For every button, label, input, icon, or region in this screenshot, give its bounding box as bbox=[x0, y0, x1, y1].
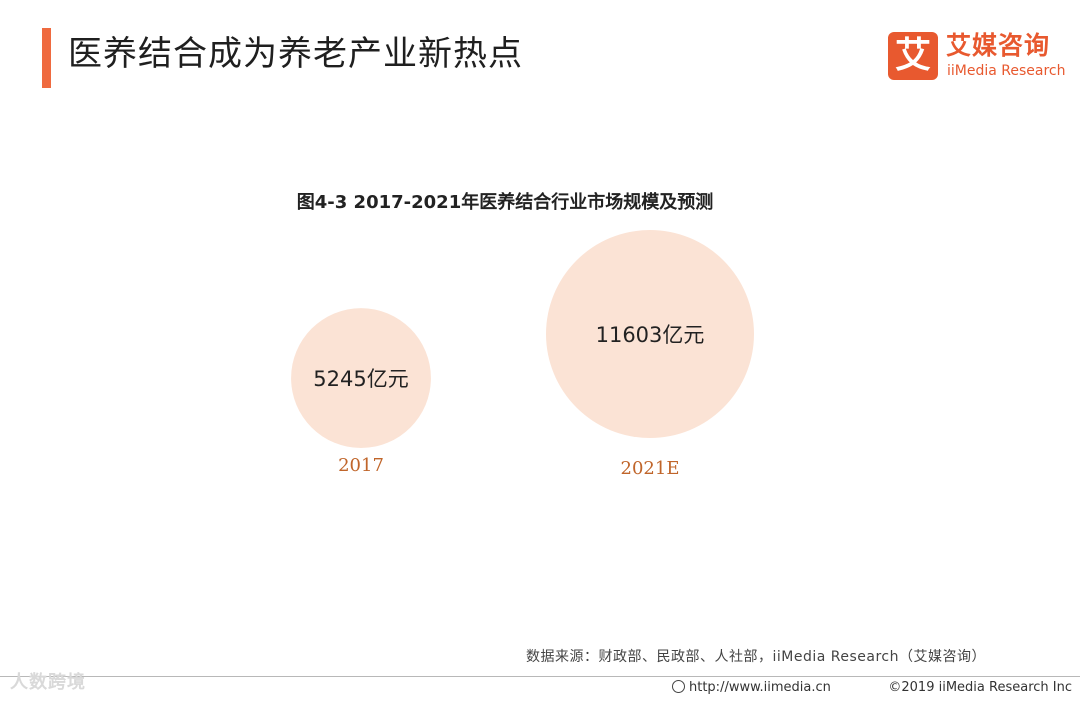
data-source-note: 数据来源：财政部、民政部、人社部，iiMedia Research（艾媒咨询） bbox=[526, 649, 986, 665]
footer-divider bbox=[0, 676, 1080, 677]
category-label-2021E: 2021E bbox=[621, 458, 680, 479]
footer-url-text: http://www.iimedia.cn bbox=[689, 680, 831, 695]
bubble-2021E bbox=[546, 230, 754, 438]
title-accent-bar bbox=[42, 28, 51, 88]
bubble-2017 bbox=[291, 308, 431, 448]
page-title: 医养结合成为养老产业新热点 bbox=[68, 34, 523, 74]
logo-mark-icon: 艾 bbox=[888, 32, 938, 80]
value-label-2017: 5245亿元 bbox=[313, 367, 408, 391]
logo-chinese-name: 艾媒咨询 bbox=[946, 31, 1051, 60]
value-label-2021E: 11603亿元 bbox=[596, 323, 705, 347]
logo-english-name: iiMedia Research bbox=[947, 63, 1066, 79]
footer-copyright: ©2019 iiMedia Research Inc bbox=[888, 680, 1072, 695]
brand-logo: 艾 艾媒咨询 iiMedia Research bbox=[888, 30, 1068, 86]
globe-icon bbox=[672, 680, 685, 693]
watermark: 人数跨境 bbox=[10, 672, 86, 693]
chart-title: 图4-3 2017-2021年医养结合行业市场规模及预测 bbox=[296, 192, 714, 213]
category-label-2017: 2017 bbox=[338, 455, 384, 476]
footer-url[interactable]: http://www.iimedia.cn bbox=[672, 680, 831, 695]
